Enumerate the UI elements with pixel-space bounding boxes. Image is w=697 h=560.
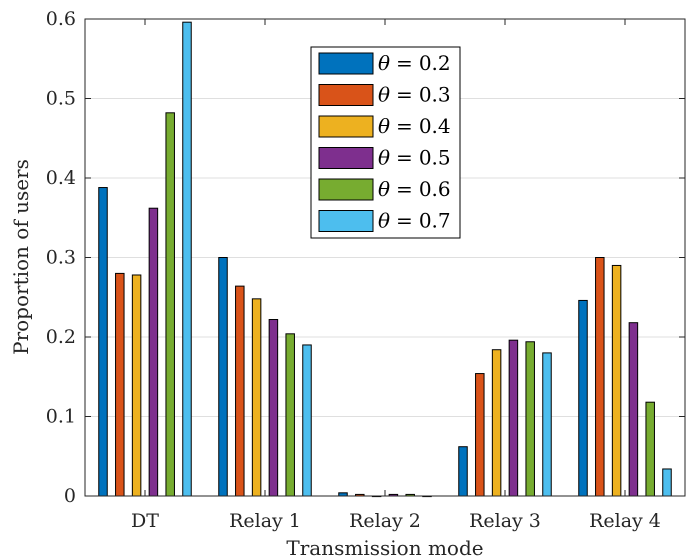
legend-entry: θ = 0.7 xyxy=(378,209,451,233)
legend-symbol: θ xyxy=(378,83,390,107)
legend-value: 0.2 xyxy=(419,51,451,75)
bar-relay-4-theta-0-5 xyxy=(628,322,639,497)
legend-entry: θ = 0.5 xyxy=(378,146,451,170)
bar-relay-1-theta-0-7 xyxy=(302,344,312,497)
legend-entry: θ = 0.4 xyxy=(378,114,451,138)
x-axis: DT Relay 1 Relay 2 Relay 3 Relay 4 xyxy=(131,19,661,532)
bar-relay-1-theta-0-3 xyxy=(235,285,245,497)
bar-relay-3-theta-0-7 xyxy=(542,352,552,497)
bar-relay-3-theta-0-5 xyxy=(508,339,519,497)
y-axis: 0 0.1 0.2 0.3 0.4 0.5 0.6 xyxy=(46,8,685,507)
legend-swatch xyxy=(318,178,374,201)
bar-relay-3-theta-0-2 xyxy=(458,446,468,497)
x-tick-label: Relay 2 xyxy=(349,510,421,532)
bar-dt-theta-0-3 xyxy=(115,272,125,497)
legend-value: 0.6 xyxy=(419,177,451,201)
bar-dt-theta-0-2 xyxy=(98,187,108,497)
legend-symbol: θ xyxy=(378,209,390,233)
legend-symbol: θ xyxy=(378,177,390,201)
bar-dt-theta-0-5 xyxy=(148,207,159,497)
bar-relay-3-theta-0-6 xyxy=(525,341,535,497)
legend-operator: = xyxy=(396,114,413,138)
legend-entry: θ = 0.3 xyxy=(378,83,451,107)
y-tick-label: 0.2 xyxy=(46,326,76,348)
bar-relay-1-theta-0-5 xyxy=(268,319,279,497)
bar-relay-1-theta-0-4 xyxy=(251,298,262,497)
legend-symbol: θ xyxy=(378,51,390,75)
y-tick-label: 0.6 xyxy=(46,8,76,30)
x-tick-label: Relay 3 xyxy=(469,510,541,532)
bar-dt-theta-0-4 xyxy=(131,274,142,497)
x-tick-label: Relay 4 xyxy=(589,510,661,532)
legend-operator: = xyxy=(396,51,413,75)
bar-dt-theta-0-7 xyxy=(182,21,192,497)
bar-relay-4-theta-0-3 xyxy=(595,257,605,497)
legend-operator: = xyxy=(396,209,413,233)
bar-relay-3-theta-0-4 xyxy=(491,349,502,497)
legend-operator: = xyxy=(396,177,413,201)
legend-entry: θ = 0.2 xyxy=(378,51,451,75)
legend-value: 0.3 xyxy=(419,83,451,107)
bar-dt-theta-0-6 xyxy=(165,112,175,497)
x-tick-label: Relay 1 xyxy=(229,510,301,532)
bar-relay-3-theta-0-3 xyxy=(475,373,485,497)
bar-relay-1-theta-0-6 xyxy=(285,333,295,497)
legend-operator: = xyxy=(396,83,413,107)
bar-relay-4-theta-0-7 xyxy=(662,468,672,497)
legend-value: 0.4 xyxy=(419,114,451,138)
legend-operator: = xyxy=(396,146,413,170)
bar-relay-4-theta-0-4 xyxy=(611,264,622,497)
legend-swatch xyxy=(318,210,374,232)
y-tick-label: 0.1 xyxy=(46,406,76,428)
legend-value: 0.7 xyxy=(419,209,451,233)
legend-symbol: θ xyxy=(378,114,390,138)
bars xyxy=(98,21,672,498)
legend-swatch xyxy=(318,84,374,106)
bar-relay-4-theta-0-2 xyxy=(578,299,588,497)
x-axis-label: Transmission mode xyxy=(286,536,483,560)
legend-entry: θ = 0.6 xyxy=(378,177,451,201)
legend: θ = 0.2θ = 0.3θ = 0.4θ = 0.5θ = 0.6θ = 0.7 xyxy=(310,46,461,239)
legend-value: 0.5 xyxy=(419,146,451,170)
y-tick-label: 0 xyxy=(64,485,76,507)
bar-relay-4-theta-0-6 xyxy=(645,401,655,497)
legend-swatch xyxy=(318,147,374,169)
legend-swatch xyxy=(318,115,374,138)
legend-box xyxy=(310,46,461,239)
y-tick-label: 0.5 xyxy=(46,88,76,110)
y-axis-label: Proportion of users xyxy=(9,159,33,355)
y-tick-label: 0.4 xyxy=(46,167,76,189)
x-tick-label: DT xyxy=(131,510,159,532)
legend-swatch xyxy=(318,52,374,75)
legend-symbol: θ xyxy=(378,146,390,170)
bar-relay-1-theta-0-2 xyxy=(218,257,228,497)
y-tick-label: 0.3 xyxy=(46,247,76,269)
